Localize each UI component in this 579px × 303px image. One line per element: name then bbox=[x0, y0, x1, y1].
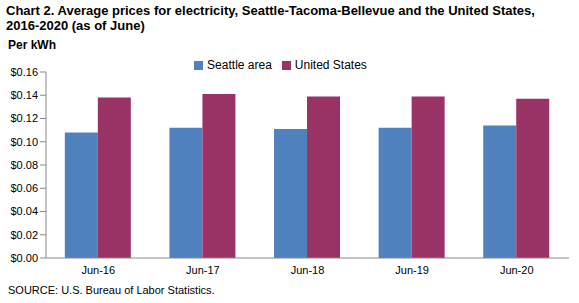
svg-text:$0.16: $0.16 bbox=[10, 66, 38, 78]
svg-text:$0.02: $0.02 bbox=[10, 229, 38, 241]
svg-text:Jun-16: Jun-16 bbox=[81, 264, 115, 276]
html-text:Per kWh: Per kWh bbox=[8, 38, 56, 52]
svg-text:Jun-19: Jun-19 bbox=[395, 264, 429, 276]
html-text:United States: United States bbox=[294, 58, 367, 72]
svg-text:$0.00: $0.00 bbox=[10, 252, 38, 264]
html-text:SOURCE: U.S. Bureau of Labor S: SOURCE: U.S. Bureau of Labor Statistics. bbox=[8, 284, 215, 296]
svg-text:Jun-20: Jun-20 bbox=[500, 264, 534, 276]
svg-text:$0.04: $0.04 bbox=[10, 205, 38, 217]
svg-text:$0.10: $0.10 bbox=[10, 136, 38, 148]
html-text:Seattle area: Seattle area bbox=[207, 58, 272, 72]
html-text:Chart 2. Average prices for el: Chart 2. Average prices for electricity,… bbox=[6, 3, 535, 33]
svg-text:Jun-18: Jun-18 bbox=[291, 264, 325, 276]
svg-text:$0.14: $0.14 bbox=[10, 89, 38, 101]
svg-text:Jun-17: Jun-17 bbox=[186, 264, 220, 276]
svg-text:$0.08: $0.08 bbox=[10, 159, 38, 171]
svg-text:$0.12: $0.12 bbox=[10, 112, 38, 124]
svg-text:$0.06: $0.06 bbox=[10, 182, 38, 194]
